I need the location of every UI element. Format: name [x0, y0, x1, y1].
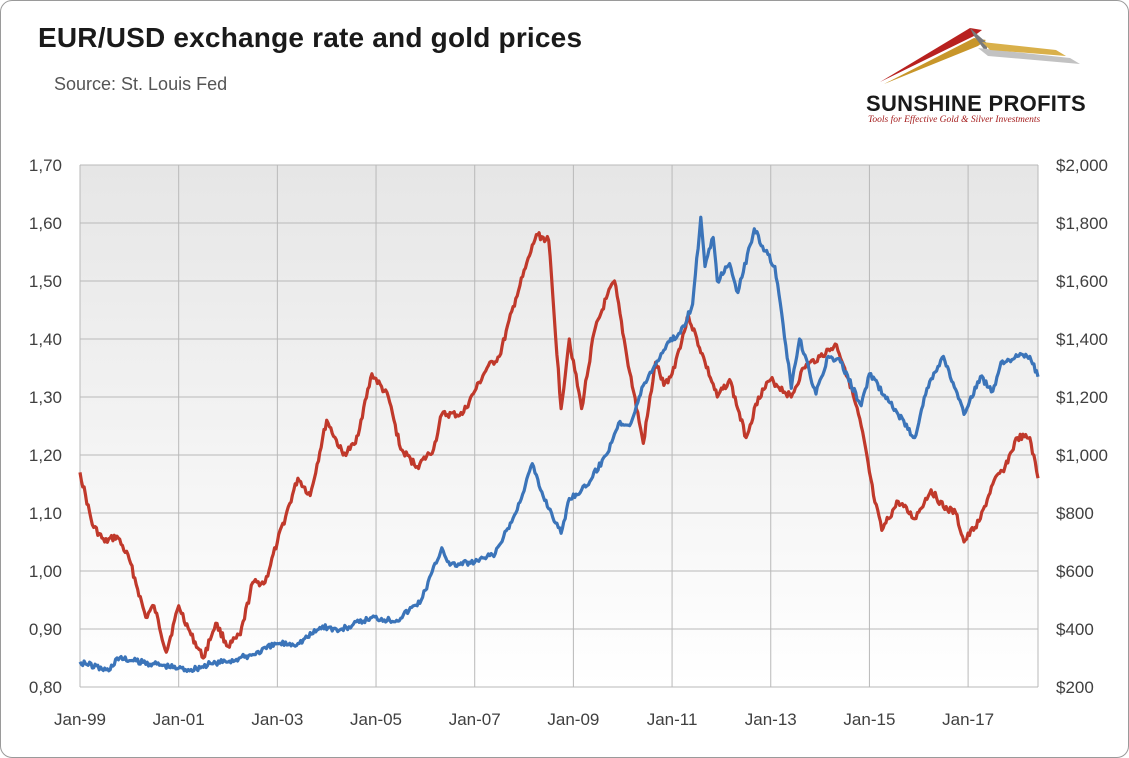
left-axis-tick-label: 1,00 [29, 562, 62, 581]
left-axis-tick-label: 1,50 [29, 272, 62, 291]
x-axis-tick-label: Jan-99 [54, 710, 106, 729]
right-axis-tick-label: $1,200 [1056, 388, 1108, 407]
right-axis-tick-label: $1,800 [1056, 214, 1108, 233]
x-axis-tick-label: Jan-07 [449, 710, 501, 729]
right-axis-tick-label: $1,000 [1056, 446, 1108, 465]
right-axis-ticks: $200 $400 $600 $800 $1,000 $1,200 $1,400 $1,600… [1056, 156, 1108, 697]
left-axis-tick-label: 1,30 [29, 388, 62, 407]
chart-title: EUR/USD exchange rate and gold prices [38, 22, 583, 53]
logo-name: SUNSHINE PROFITS [866, 91, 1086, 116]
eurusd-series-line [78, 231, 1040, 660]
right-axis-tick-label: $400 [1056, 620, 1094, 639]
right-axis-tick-label: $1,600 [1056, 272, 1108, 291]
left-axis-tick-label: 1,40 [29, 330, 62, 349]
right-axis-tick-label: $600 [1056, 562, 1094, 581]
x-axis-tick-label: Jan-09 [547, 710, 599, 729]
x-axis-tick-label: Jan-03 [251, 710, 303, 729]
right-axis-tick-label: $200 [1056, 678, 1094, 697]
sunshine-profits-logo-mark [880, 28, 1080, 84]
x-axis-tick-label: Jan-01 [153, 710, 205, 729]
series-layer [78, 215, 1040, 674]
x-axis-tick-label: Jan-11 [647, 710, 698, 729]
right-axis-tick-label: $800 [1056, 504, 1094, 523]
left-axis-tick-label: 1,70 [29, 156, 62, 175]
right-axis-tick-label: $1,400 [1056, 330, 1108, 349]
gold-series-line [78, 215, 1040, 674]
left-axis-tick-label: 1,60 [29, 214, 62, 233]
x-axis-ticks: Jan-99 Jan-01 Jan-03 Jan-05 Jan-07 Jan-09 Jan-… [54, 710, 994, 729]
x-axis-tick-label: Jan-15 [843, 710, 895, 729]
left-axis-tick-label: 1,10 [29, 504, 62, 523]
right-axis-tick-label: $2,000 [1056, 156, 1108, 175]
plot-area [80, 165, 1038, 687]
x-axis-tick-label: Jan-17 [942, 710, 994, 729]
left-axis-tick-label: 1,20 [29, 446, 62, 465]
left-axis-ticks: 0,80 0,90 1,00 1,10 1,20 1,30 1,40 1,50 1,60 1,70 [29, 156, 62, 697]
left-axis-tick-label: 0,80 [29, 678, 62, 697]
chart-subtitle: Source: St. Louis Fed [54, 74, 228, 94]
logo-tagline: Tools for Effective Gold & Silver Invest… [868, 115, 1041, 125]
x-axis-tick-label: Jan-13 [745, 710, 797, 729]
left-axis-tick-label: 0,90 [29, 620, 62, 639]
x-axis-tick-label: Jan-05 [350, 710, 402, 729]
